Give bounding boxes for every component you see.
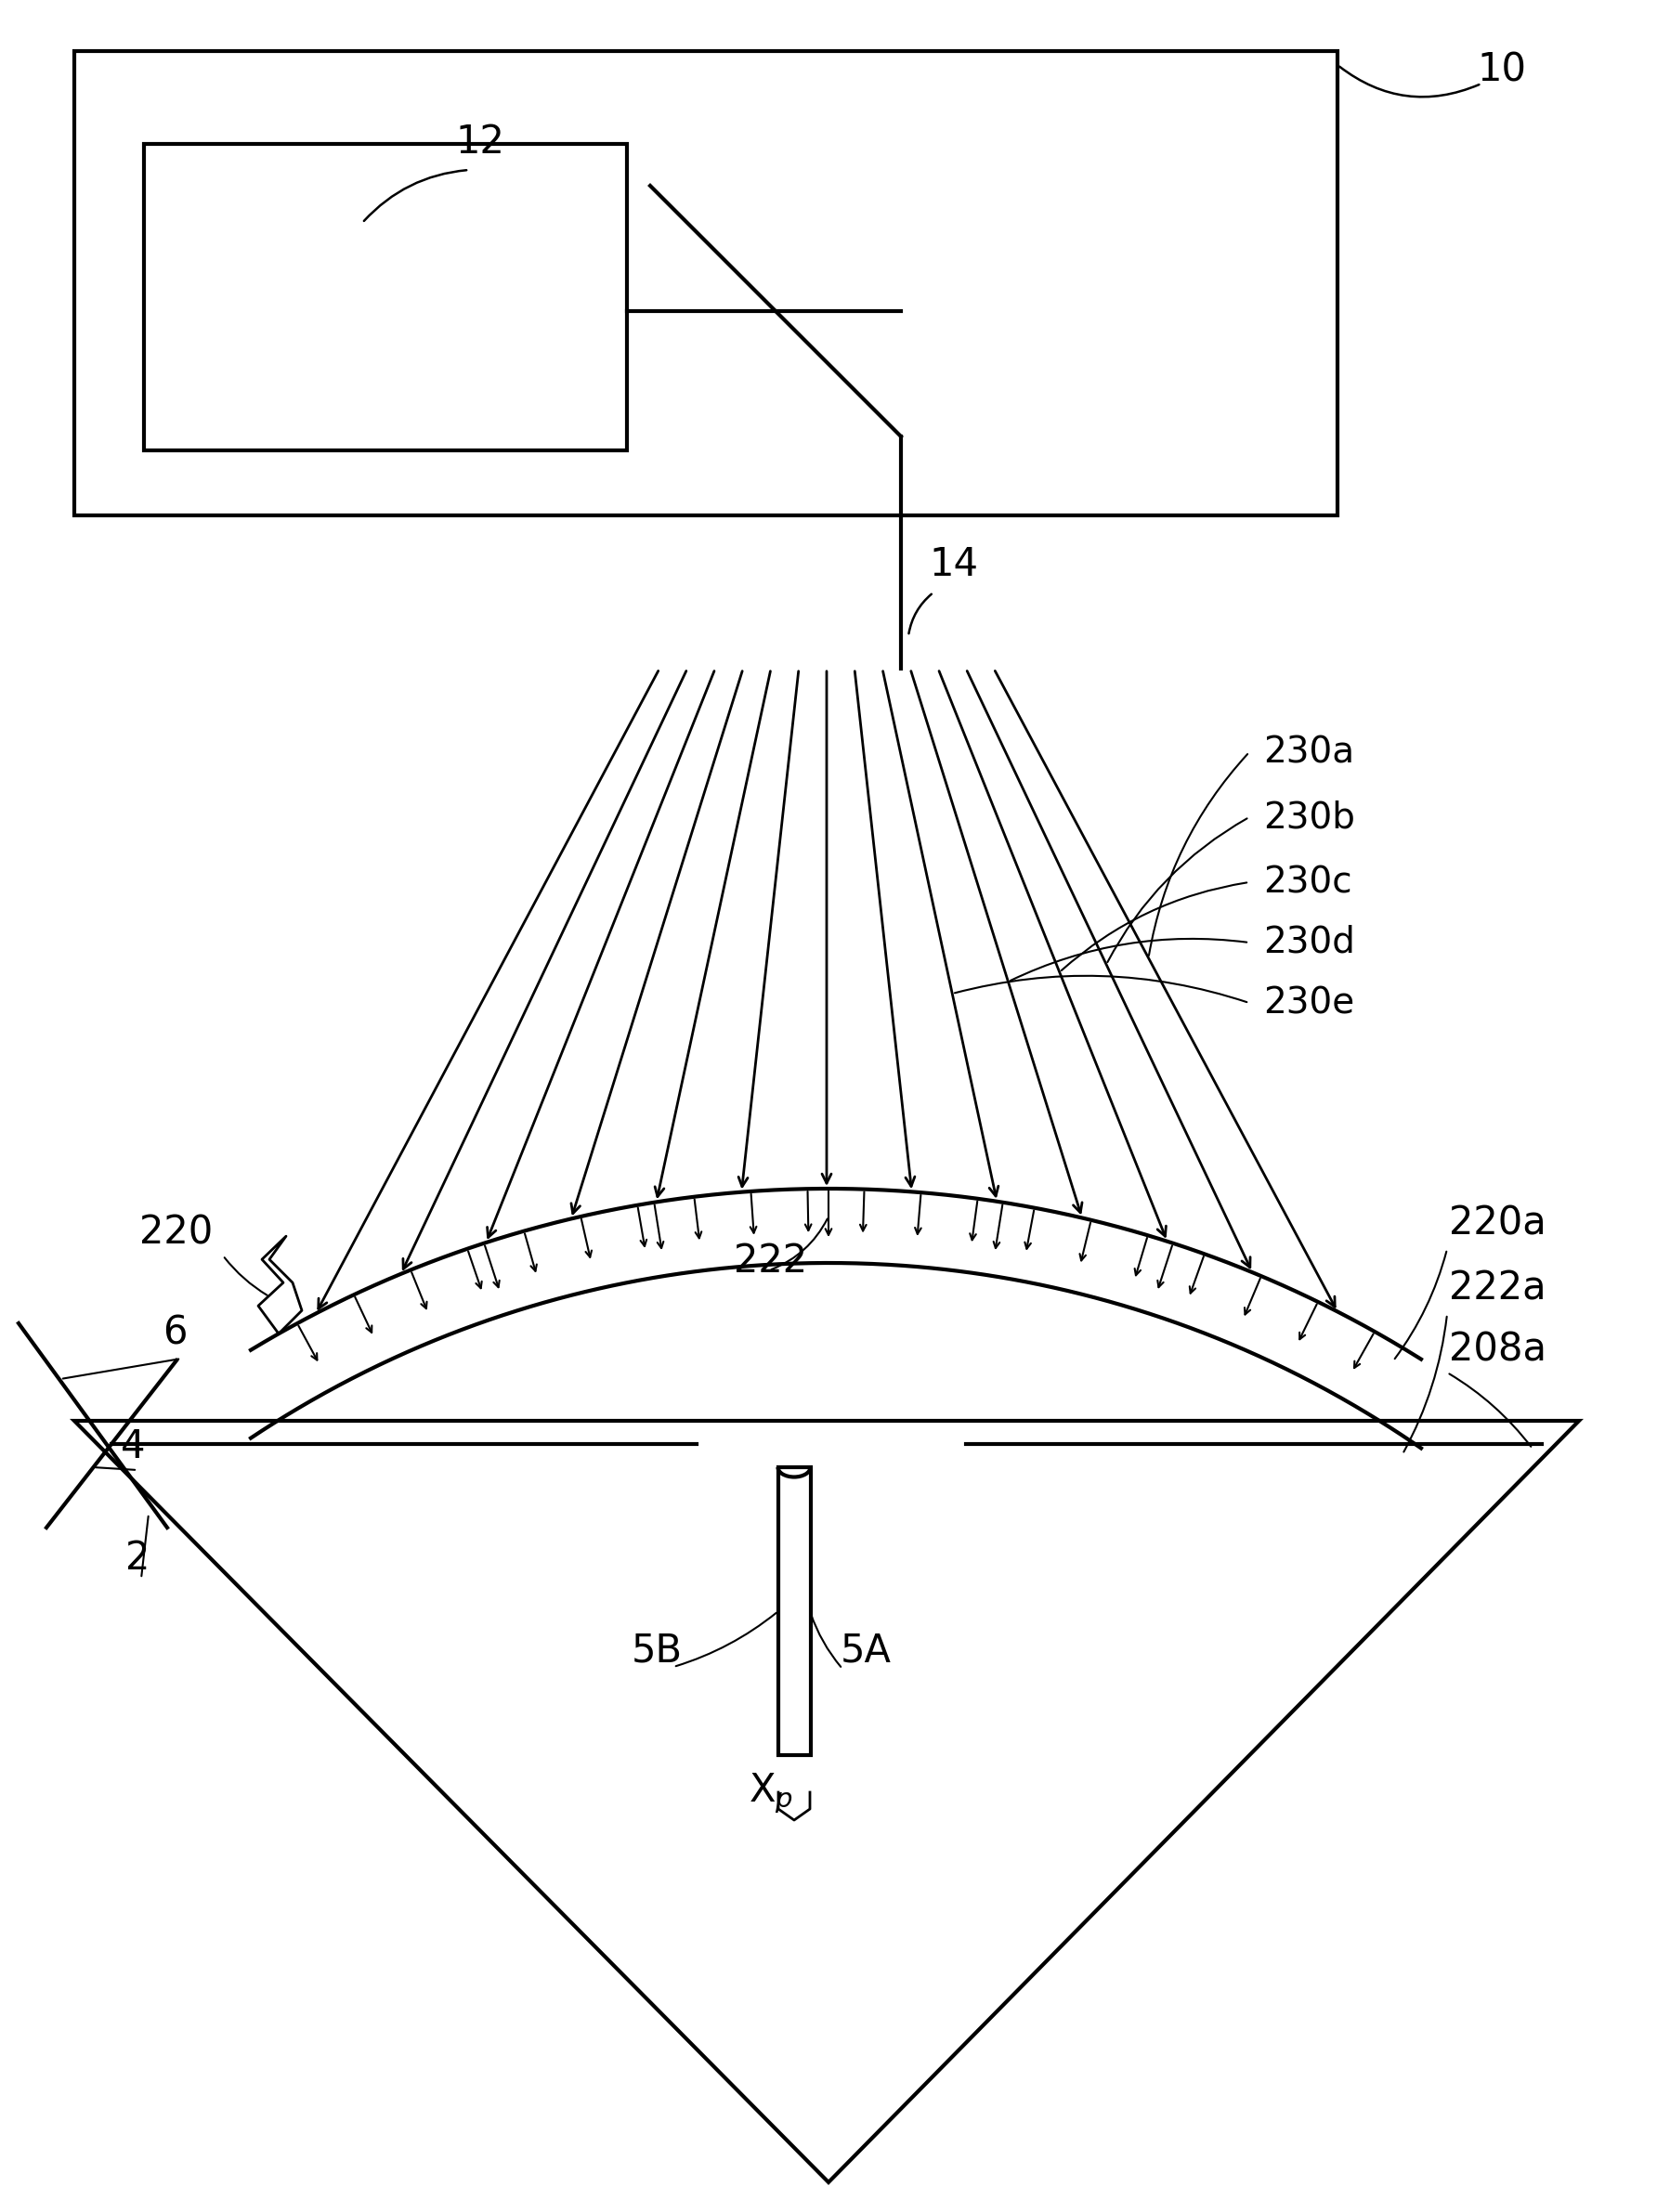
Text: 6: 6 xyxy=(162,1314,187,1354)
Text: 220: 220 xyxy=(139,1214,214,1252)
Text: 230a: 230a xyxy=(1263,734,1354,770)
Text: 230d: 230d xyxy=(1263,925,1355,960)
Text: 14: 14 xyxy=(930,544,978,584)
Bar xyxy=(779,1467,810,1754)
Text: 222a: 222a xyxy=(1448,1270,1546,1310)
Text: 4: 4 xyxy=(121,1427,146,1467)
Text: 208a: 208a xyxy=(1448,1329,1546,1369)
Text: 2: 2 xyxy=(126,1540,149,1577)
Text: X$_p$: X$_p$ xyxy=(749,1772,794,1816)
Bar xyxy=(144,144,626,451)
Text: 222: 222 xyxy=(734,1241,807,1281)
Bar xyxy=(75,51,1337,515)
Text: 230e: 230e xyxy=(1263,984,1354,1020)
Text: 230b: 230b xyxy=(1263,799,1355,834)
Text: 220a: 220a xyxy=(1448,1206,1546,1243)
Text: 5A: 5A xyxy=(840,1632,891,1670)
Text: 10: 10 xyxy=(1476,51,1526,88)
Text: 5B: 5B xyxy=(631,1632,683,1670)
Text: 12: 12 xyxy=(456,122,504,161)
Text: 230c: 230c xyxy=(1263,865,1352,900)
